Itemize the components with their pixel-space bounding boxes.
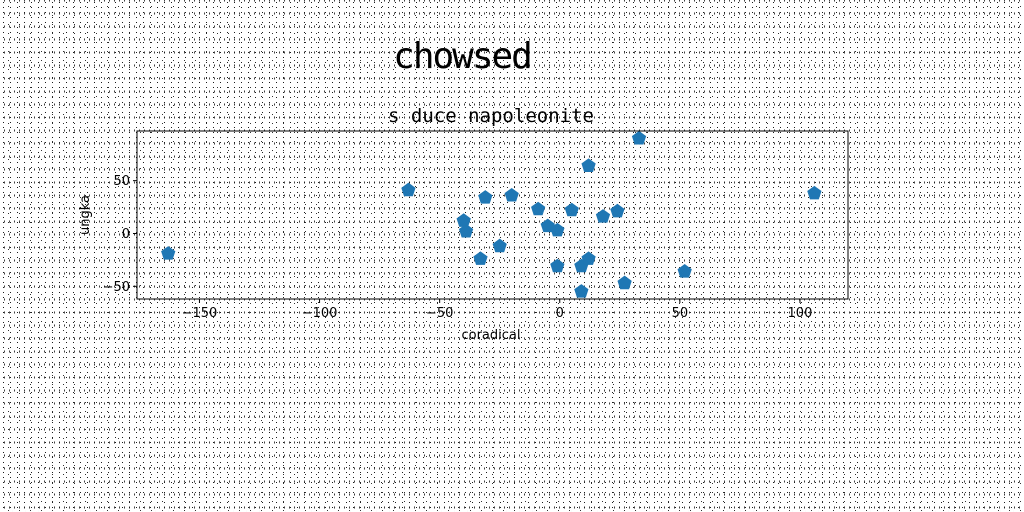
scatter-point <box>574 284 589 298</box>
scatter-point <box>401 182 416 197</box>
scatter-point <box>478 190 493 204</box>
x-tick-label: −150 <box>182 306 218 321</box>
y-tick-label: 0 <box>122 227 130 242</box>
x-axis-label: coradical <box>461 328 520 343</box>
scatter-point <box>610 203 625 218</box>
x-axis-ticks: −150 −100 −50 0 50 100 <box>182 299 813 321</box>
x-tick-label: −100 <box>302 306 338 321</box>
plot-frame <box>136 130 849 300</box>
scatter-point <box>617 275 632 290</box>
x-tick-label: 50 <box>672 306 689 321</box>
scatter-point <box>492 238 507 253</box>
scatter-point <box>504 187 519 202</box>
scatter-point <box>631 130 647 145</box>
x-tick-label: 0 <box>556 306 564 321</box>
scatter-point <box>581 158 596 172</box>
y-axis-label: ungka <box>78 195 93 235</box>
scatter-point <box>458 223 474 238</box>
scatter-point <box>564 202 579 217</box>
points-layer <box>161 130 822 298</box>
scatter-point <box>677 264 692 278</box>
y-axis-ticks: −50 0 50 <box>103 174 137 295</box>
scatter-point <box>161 246 176 260</box>
scatter-point <box>581 251 596 265</box>
scatter-point <box>595 209 611 223</box>
y-tick-label: −50 <box>103 280 130 295</box>
scatter-point <box>550 258 565 273</box>
scatter-point <box>807 185 822 200</box>
y-tick-label: 50 <box>113 174 130 189</box>
scatter-point <box>550 222 565 237</box>
plot-title: s duce napoleonite <box>388 105 594 127</box>
scatter-point <box>473 251 488 265</box>
x-tick-label: −50 <box>426 306 453 321</box>
scatter-point <box>531 201 546 216</box>
scatter-point <box>456 213 471 227</box>
figure-suptitle: chowsed <box>393 36 533 77</box>
x-tick-label: 100 <box>788 306 813 321</box>
